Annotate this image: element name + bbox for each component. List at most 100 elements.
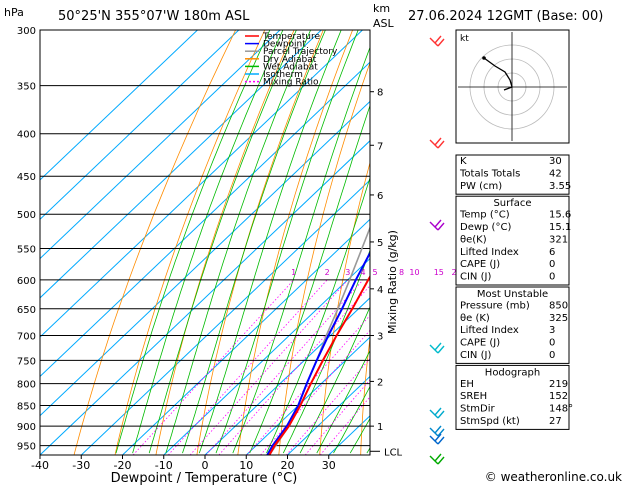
plot-frame — [40, 30, 370, 455]
x-axis-label: Dewpoint / Temperature (°C) — [111, 471, 298, 486]
dry-adiabat-line — [279, 30, 382, 455]
footer-credit: © weatheronline.co.uk — [485, 470, 622, 484]
index-value: 219 — [549, 379, 568, 390]
km-tick-label: 3 — [377, 332, 383, 343]
hodograph-point — [482, 56, 486, 60]
km-tick-label: 4 — [377, 285, 383, 296]
index-value: 30 — [549, 156, 562, 167]
date-title: 27.06.2024 12GMT (Base: 00) — [408, 9, 603, 24]
wind-barb-flag — [438, 141, 444, 148]
hpa-label: hPa — [4, 6, 24, 19]
wind-barb-flag — [438, 437, 444, 444]
pressure-tick-label: 500 — [17, 210, 36, 221]
mixing-ratio-label: 5 — [373, 268, 378, 277]
mixing-ratio-labels: 12345810152025 — [291, 268, 476, 277]
wind-barb-flag — [438, 411, 444, 418]
km-tick-label: 5 — [377, 238, 383, 249]
wind-barb-flag — [435, 408, 441, 415]
mixing-ratio-label: 3 — [345, 268, 350, 277]
index-label: SREH — [460, 391, 487, 402]
wind-barb-staff — [430, 436, 438, 444]
index-label: CIN (J) — [460, 272, 491, 283]
index-label: θe(K) — [460, 234, 487, 245]
index-value: 15.1 — [549, 222, 571, 233]
index-label: Pressure (mb) — [460, 300, 530, 311]
index-label: Lifted Index — [460, 325, 519, 336]
isotherm-line — [0, 30, 239, 455]
pressure-tick-label: 750 — [17, 356, 36, 367]
index-label: EH — [460, 379, 474, 390]
pressure-tick-label: 550 — [17, 245, 36, 256]
wind-barb-flag — [435, 343, 441, 350]
index-label: StmSpd (kt) — [460, 416, 520, 427]
wind-barb-staff — [430, 410, 438, 418]
wet-adiabat-line — [250, 30, 397, 453]
pressure-tick-label: 950 — [17, 442, 36, 453]
index-value: 6 — [549, 247, 555, 258]
index-value: 321 — [549, 234, 568, 245]
pressure-tick-label: 400 — [17, 130, 36, 141]
wind-barb-flag — [435, 138, 441, 145]
dry-adiabat-line — [361, 30, 441, 455]
km-tick-label: 6 — [377, 191, 383, 202]
location-title: 50°25'N 355°07'W 180m ASL — [58, 9, 250, 24]
wind-barb-flag — [438, 346, 444, 353]
pressure-tick-label: 850 — [17, 402, 36, 413]
km-tick-label: 8 — [377, 88, 383, 99]
index-value: 0 — [549, 259, 555, 270]
index-label: Totals Totals — [459, 168, 520, 179]
pressure-tick-label: 800 — [17, 380, 36, 391]
isotherm-line — [40, 30, 486, 455]
wind-barb-flag — [438, 39, 444, 46]
asl-label: ASL — [373, 17, 395, 30]
temperature-tick-label: -30 — [72, 459, 90, 472]
mixing-ratio-axis-label: Mixing Ratio (g/kg) — [386, 230, 399, 334]
wind-barb-flag — [438, 457, 444, 464]
wet-adiabat-line — [199, 30, 341, 453]
index-value: 3.55 — [549, 181, 571, 192]
index-label: CAPE (J) — [460, 338, 500, 349]
index-label: Lifted Index — [460, 247, 519, 258]
index-label: K — [460, 156, 467, 167]
index-value: 850 — [549, 300, 568, 311]
index-label: CIN (J) — [460, 350, 491, 361]
surface-title: Surface — [493, 198, 531, 209]
wind-barb-flag — [435, 454, 441, 461]
wind-barb-flag — [438, 223, 444, 230]
km-tick-label: 2 — [377, 377, 383, 388]
index-label: PW (cm) — [460, 181, 502, 192]
header: hPa 50°25'N 355°07'W 180m ASL km ASL 27.… — [4, 2, 603, 30]
index-value: 325 — [549, 313, 568, 324]
pressure-tick-label: 350 — [17, 82, 36, 93]
index-value: 42 — [549, 168, 562, 179]
hodograph-title: Hodograph — [485, 367, 540, 378]
lcl-label: LCL — [384, 447, 403, 458]
index-value: 27 — [549, 416, 562, 427]
temperature-tick-label: 30 — [322, 459, 336, 472]
pressure-tick-label: 700 — [17, 332, 36, 343]
mixing-ratio-line — [286, 280, 439, 455]
isobars — [40, 30, 370, 446]
index-value: 152 — [549, 391, 568, 402]
index-label: θe (K) — [460, 313, 490, 324]
most-unstable-title: Most Unstable — [477, 289, 548, 300]
mixing-ratio-label: 4 — [360, 268, 365, 277]
hodograph-unit-label: kt — [460, 34, 469, 44]
wind-barb-staff — [430, 345, 438, 353]
index-value: 0 — [549, 272, 555, 283]
wind-barb-staff — [430, 222, 438, 230]
mixing-ratio-label: 1 — [291, 268, 296, 277]
hodograph: kt — [456, 30, 569, 143]
pressure-tick-label: 300 — [17, 26, 36, 37]
index-value: 148° — [549, 404, 573, 415]
index-value: 3 — [549, 325, 555, 336]
temperature-tick-label: -40 — [31, 459, 49, 472]
wind-barb-staff — [430, 456, 438, 464]
index-label: CAPE (J) — [460, 259, 500, 270]
index-label: Temp (°C) — [459, 210, 510, 221]
pressure-tick-label: 900 — [17, 422, 36, 433]
